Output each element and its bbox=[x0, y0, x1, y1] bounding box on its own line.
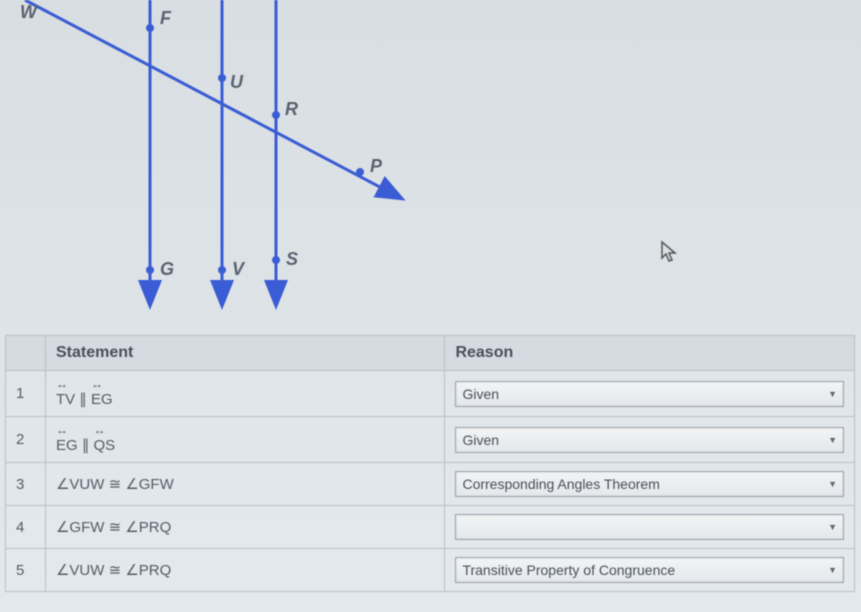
label-w: W bbox=[20, 2, 39, 22]
reason-dropdown[interactable]: Given ▼ bbox=[455, 381, 844, 407]
line-tv: TV bbox=[56, 379, 75, 408]
table-row: 3 ∠VUW ≅ ∠GFW Corresponding Angles Theor… bbox=[6, 463, 855, 506]
reason-text: Transitive Property of Congruence bbox=[462, 562, 675, 578]
chevron-down-icon: ▼ bbox=[828, 389, 837, 399]
statement-cell: ∠VUW ≅ ∠GFW bbox=[45, 463, 444, 506]
reason-text: Given bbox=[462, 432, 499, 448]
row-num: 1 bbox=[6, 371, 46, 417]
header-num bbox=[6, 336, 46, 371]
statement-cell: EG ∥ QS bbox=[45, 417, 444, 463]
label-s: S bbox=[286, 249, 298, 269]
chevron-down-icon: ▼ bbox=[828, 522, 837, 532]
row-num: 3 bbox=[6, 463, 46, 506]
row-num: 2 bbox=[6, 417, 46, 463]
row-num: 5 bbox=[6, 549, 46, 592]
statement-cell: TV ∥ EG bbox=[45, 371, 444, 417]
row-num: 4 bbox=[6, 506, 46, 549]
chevron-down-icon: ▼ bbox=[828, 435, 837, 445]
line-qs: QS bbox=[94, 425, 116, 454]
reason-text: Corresponding Angles Theorem bbox=[462, 476, 659, 492]
table-row: 1 TV ∥ EG Given ▼ bbox=[6, 371, 855, 417]
label-v: V bbox=[232, 259, 246, 279]
label-g: G bbox=[160, 259, 174, 279]
chevron-down-icon: ▼ bbox=[828, 565, 837, 575]
proof-table: Statement Reason 1 TV ∥ EG Given ▼ 2 EG … bbox=[5, 335, 855, 592]
geometry-diagram: W F U R P G V S bbox=[0, 0, 861, 330]
transversal-line bbox=[25, 0, 395, 195]
reason-cell: Given ▼ bbox=[445, 371, 855, 417]
header-reason: Reason bbox=[445, 336, 855, 371]
label-f: F bbox=[160, 8, 172, 28]
reason-dropdown[interactable]: ▼ bbox=[455, 514, 844, 540]
line-eg: EG bbox=[91, 379, 113, 408]
statement-cell: ∠VUW ≅ ∠PRQ bbox=[45, 549, 444, 592]
reason-text: Given bbox=[462, 386, 499, 402]
statement-cell: ∠GFW ≅ ∠PRQ bbox=[45, 506, 444, 549]
label-r: R bbox=[285, 99, 298, 119]
label-p: P bbox=[370, 156, 383, 176]
line-eg: EG bbox=[56, 425, 78, 454]
reason-dropdown[interactable]: Given ▼ bbox=[455, 427, 844, 453]
reason-cell: Corresponding Angles Theorem ▼ bbox=[445, 463, 855, 506]
chevron-down-icon: ▼ bbox=[828, 479, 837, 489]
table-row: 4 ∠GFW ≅ ∠PRQ ▼ bbox=[6, 506, 855, 549]
reason-cell: Given ▼ bbox=[445, 417, 855, 463]
label-u: U bbox=[230, 72, 244, 92]
reason-dropdown[interactable]: Corresponding Angles Theorem ▼ bbox=[455, 471, 844, 497]
cursor-icon bbox=[660, 240, 680, 271]
table-row: 5 ∠VUW ≅ ∠PRQ Transitive Property of Con… bbox=[6, 549, 855, 592]
table-row: 2 EG ∥ QS Given ▼ bbox=[6, 417, 855, 463]
reason-cell: ▼ bbox=[445, 506, 855, 549]
reason-dropdown[interactable]: Transitive Property of Congruence ▼ bbox=[455, 557, 844, 583]
header-statement: Statement bbox=[45, 336, 444, 371]
reason-cell: Transitive Property of Congruence ▼ bbox=[445, 549, 855, 592]
